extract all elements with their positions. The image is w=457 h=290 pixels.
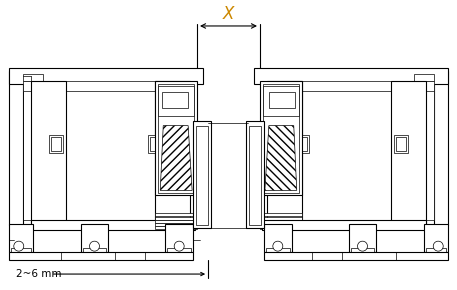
Circle shape: [14, 241, 24, 251]
Bar: [426, 76, 434, 220]
Bar: [158, 84, 194, 193]
Bar: [155, 81, 197, 195]
Bar: [83, 248, 106, 256]
Bar: [263, 84, 299, 193]
Bar: [155, 226, 197, 229]
Bar: [297, 137, 307, 151]
Text: X: X: [223, 5, 234, 23]
Bar: [162, 92, 188, 108]
Bar: [155, 81, 190, 225]
Bar: [155, 213, 197, 216]
Bar: [11, 248, 31, 256]
Circle shape: [433, 241, 443, 251]
Bar: [51, 137, 61, 151]
Bar: [165, 224, 193, 252]
Bar: [260, 81, 302, 195]
Bar: [280, 81, 434, 91]
Circle shape: [174, 241, 184, 251]
Bar: [158, 86, 194, 116]
Text: 2~6 mm: 2~6 mm: [16, 269, 61, 279]
Bar: [48, 135, 63, 153]
Bar: [262, 220, 426, 230]
Bar: [260, 223, 302, 226]
Bar: [267, 81, 302, 225]
Bar: [31, 81, 66, 225]
Bar: [351, 248, 374, 256]
Bar: [260, 217, 302, 220]
Bar: [9, 252, 193, 260]
Bar: [80, 224, 108, 252]
Bar: [349, 224, 377, 252]
Polygon shape: [160, 126, 192, 190]
Bar: [9, 224, 33, 252]
Polygon shape: [265, 126, 297, 190]
Circle shape: [357, 241, 367, 251]
Bar: [150, 137, 160, 151]
Bar: [434, 71, 448, 225]
Bar: [155, 220, 197, 223]
Bar: [155, 217, 197, 220]
Bar: [263, 86, 299, 116]
Bar: [23, 76, 31, 220]
Bar: [414, 74, 434, 81]
Bar: [148, 135, 162, 153]
Bar: [31, 220, 195, 230]
Circle shape: [273, 241, 283, 251]
Bar: [391, 81, 426, 225]
Bar: [266, 248, 290, 256]
Bar: [295, 135, 309, 153]
Bar: [155, 223, 197, 226]
Bar: [9, 71, 23, 225]
Bar: [424, 224, 448, 252]
Bar: [396, 137, 406, 151]
Bar: [264, 224, 292, 252]
Bar: [193, 121, 211, 228]
Bar: [269, 92, 295, 108]
Bar: [260, 220, 302, 223]
Bar: [260, 226, 302, 229]
Bar: [23, 81, 177, 91]
Bar: [264, 252, 448, 260]
Circle shape: [90, 241, 100, 251]
Bar: [167, 248, 191, 256]
Bar: [246, 121, 264, 228]
Bar: [394, 135, 409, 153]
Bar: [260, 213, 302, 216]
Bar: [196, 126, 208, 225]
Bar: [426, 248, 446, 256]
Bar: [249, 126, 261, 225]
Bar: [23, 74, 43, 81]
Bar: [9, 68, 203, 84]
Bar: [254, 68, 448, 84]
